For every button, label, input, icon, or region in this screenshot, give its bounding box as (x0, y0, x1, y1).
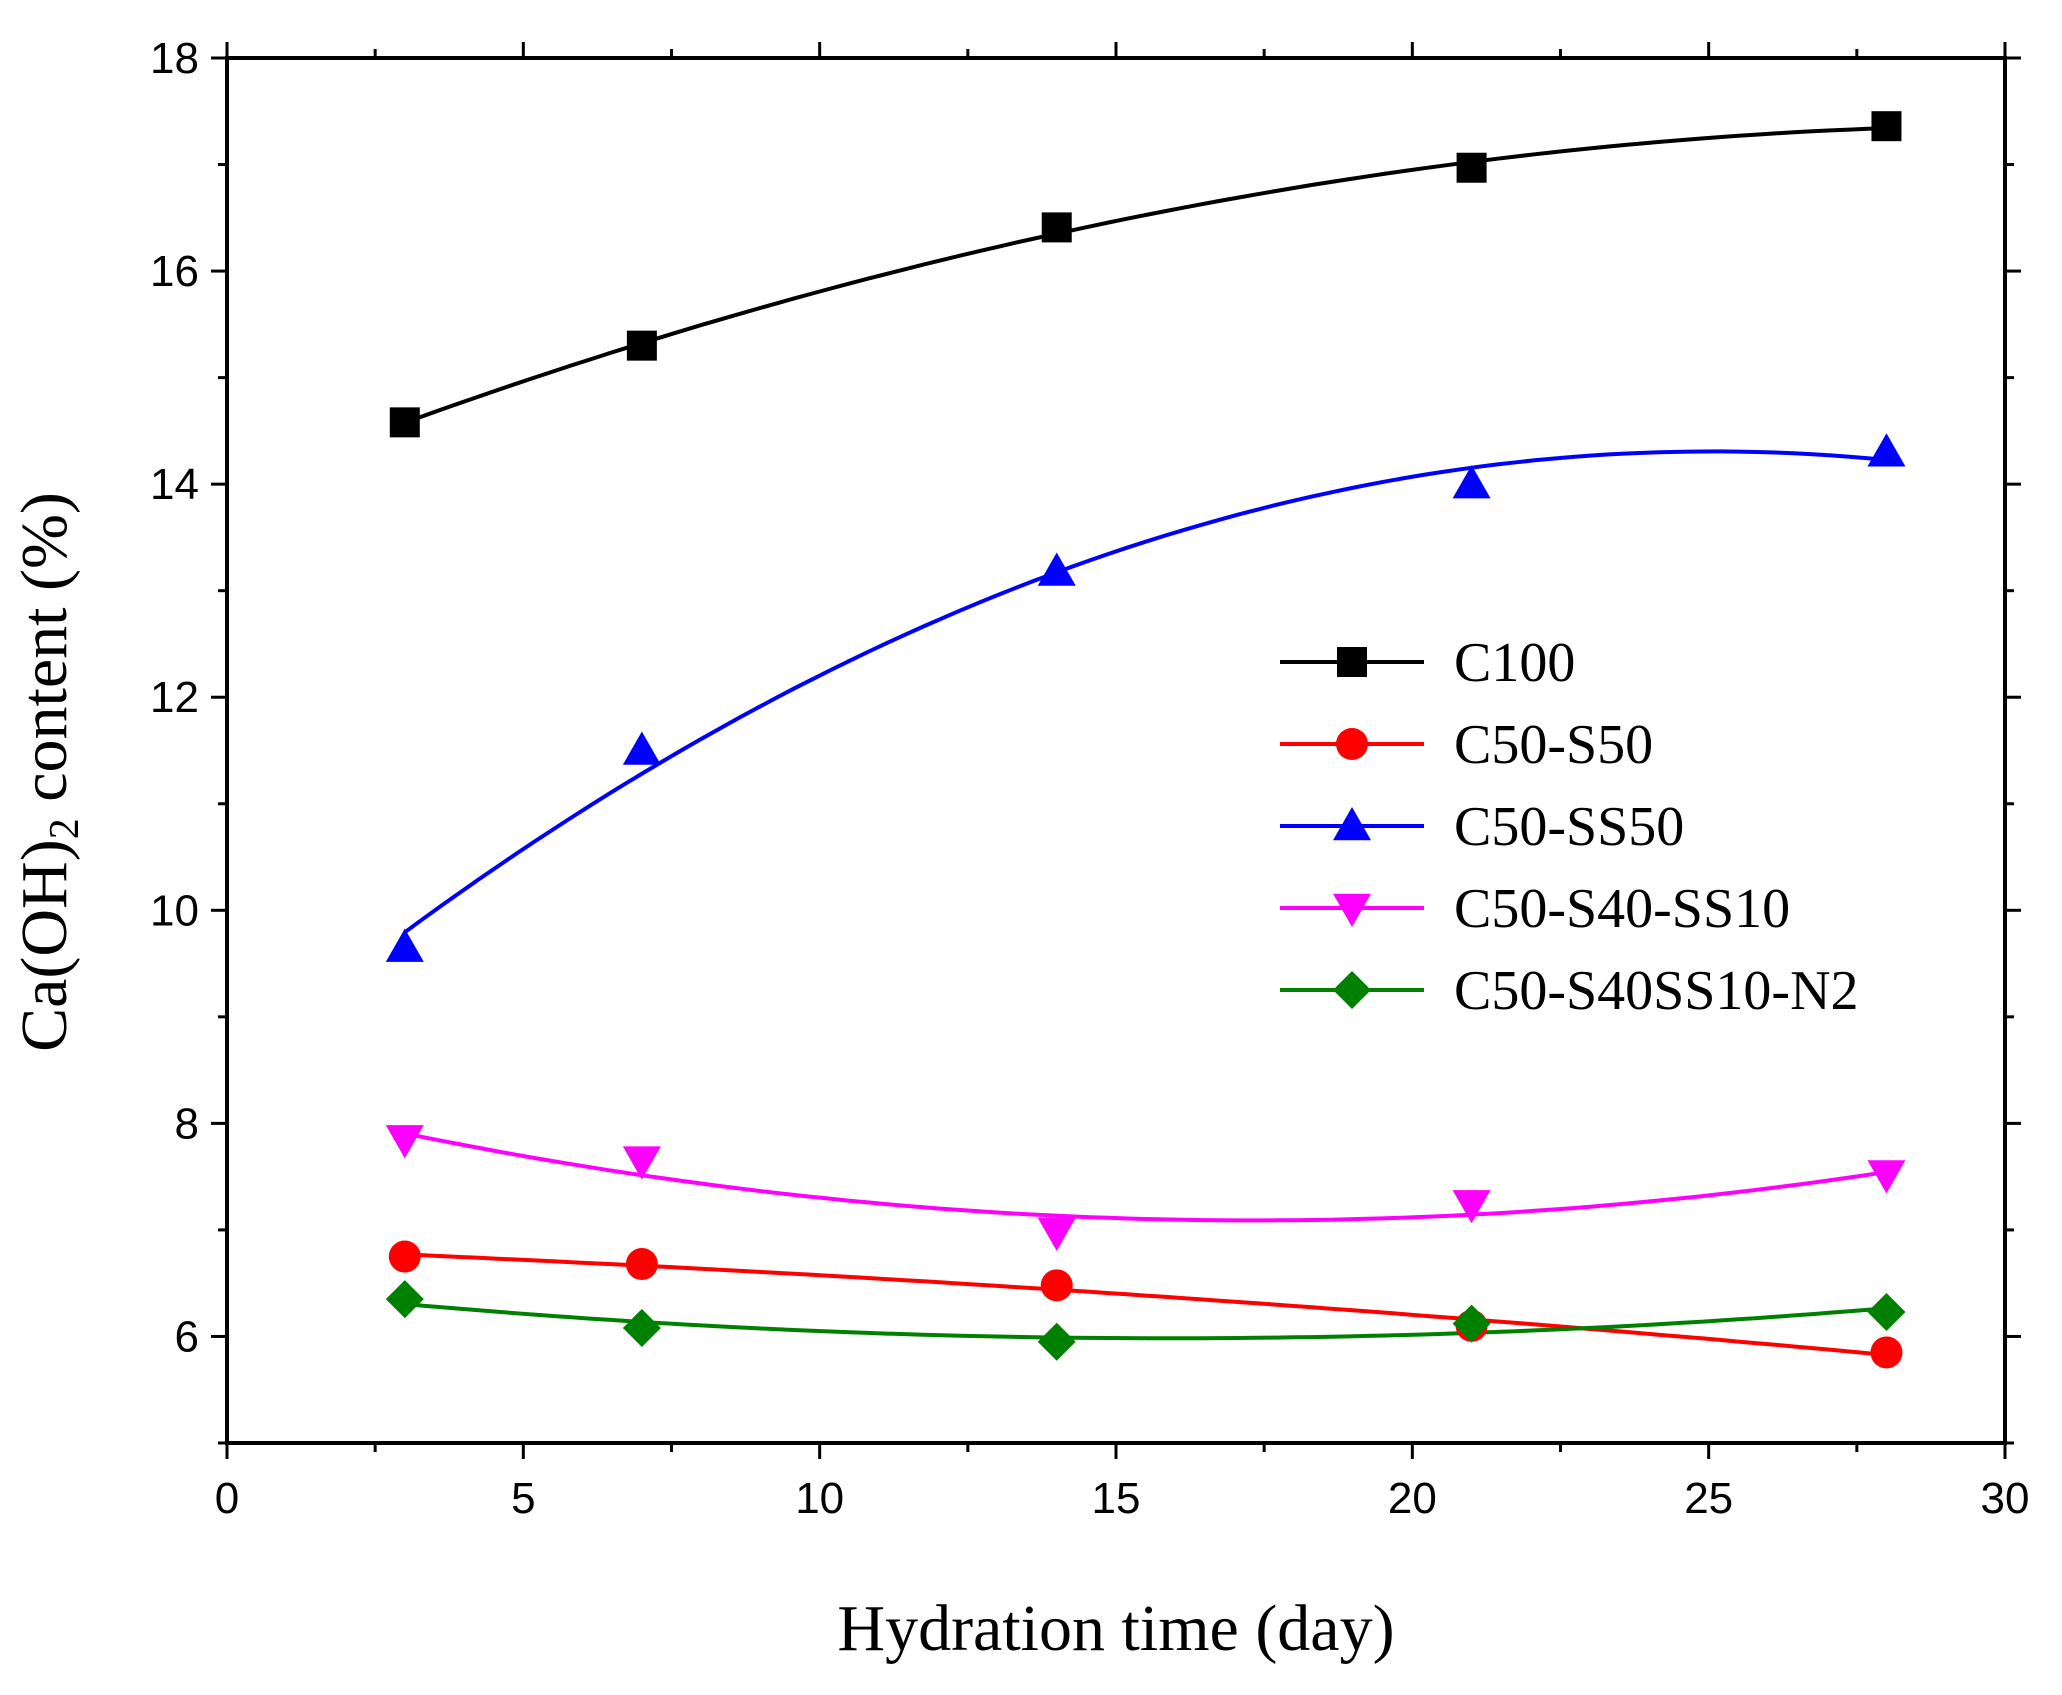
y-tick-label: 18 (150, 34, 199, 83)
series-markers (385, 111, 1906, 1369)
y-axis-label-prefix: Ca(OH) (8, 839, 81, 1052)
x-axis-label: Hydration time (day) (837, 1592, 1394, 1665)
x-tick-label: 20 (1388, 1474, 1437, 1523)
data-point-c100 (389, 407, 420, 438)
legend-label-c50-s40-ss10: C50-S40-SS10 (1454, 878, 1790, 940)
legend-marker-c50-s40-ss10 (1333, 893, 1371, 927)
tick-labels: 0 5 10 15 20 25 30 6 8 10 12 14 16 18 (150, 34, 2029, 1523)
legend-marker-c100 (1337, 647, 1367, 677)
data-point-c50-s50 (625, 1248, 658, 1281)
series-line-c50-s40-ss10 (404, 1131, 1887, 1223)
legend-label-c100: C100 (1454, 632, 1575, 694)
data-point-c50-s40-ss10 (1037, 1217, 1076, 1252)
legend-label-c50-s50: C50-S50 (1454, 714, 1653, 776)
data-point-c50-s40-ss10 (1867, 1160, 1906, 1194)
data-point-c50-s40ss10-n2 (385, 1280, 424, 1319)
y-tick-label: 6 (175, 1312, 199, 1361)
data-point-c50-s40ss10-n2 (622, 1308, 661, 1347)
y-tick-label: 14 (150, 460, 199, 509)
data-point-c50-ss50 (385, 928, 424, 962)
x-tick-label: 30 (1981, 1474, 2030, 1523)
data-point-c50-s40ss10-n2 (1037, 1322, 1076, 1361)
y-tick-label: 16 (150, 247, 199, 296)
data-point-c50-s50 (388, 1240, 421, 1273)
data-point-c50-ss50 (1867, 433, 1906, 467)
x-tick-label: 0 (215, 1474, 239, 1523)
data-point-c50-s40ss10-n2 (1452, 1304, 1491, 1343)
legend-label-c50-ss50: C50-SS50 (1454, 796, 1684, 858)
data-point-c50-s40-ss10 (385, 1125, 424, 1159)
legend-marker-c50-s40ss10-n2 (1333, 971, 1371, 1009)
series-line-c50-ss50 (403, 449, 1887, 934)
data-point-c50-ss50 (1452, 465, 1491, 499)
y-tick-label: 12 (150, 673, 199, 722)
data-point-c100 (626, 330, 657, 361)
x-tick-label: 15 (1092, 1474, 1141, 1523)
x-tick-label: 5 (511, 1474, 535, 1523)
y-axis-label: Ca(OH)2 content (%) (8, 492, 88, 1052)
x-tick-label: 10 (795, 1474, 844, 1523)
legend-marker-c50-s50 (1336, 728, 1368, 760)
legend-label-c50-s40ss10-n2: C50-S40SS10-N2 (1454, 960, 1859, 1022)
data-point-c50-s50 (1870, 1336, 1903, 1369)
data-point-c50-ss50 (622, 731, 661, 765)
y-tick-label: 8 (175, 1099, 199, 1148)
data-point-c50-ss50 (1037, 552, 1076, 586)
y-tick-label: 10 (150, 886, 199, 935)
data-point-c50-s40ss10-n2 (1867, 1292, 1906, 1331)
x-tick-label: 25 (1684, 1474, 1733, 1523)
data-point-c50-s40-ss10 (1452, 1190, 1491, 1224)
y-axis-label-subscript: 2 (42, 818, 88, 839)
data-point-c50-s40-ss10 (622, 1146, 661, 1180)
data-point-c50-s50 (1040, 1269, 1073, 1302)
axes (211, 42, 2021, 1459)
data-point-c100 (1456, 152, 1487, 183)
data-point-c100 (1041, 212, 1072, 243)
data-point-c100 (1871, 111, 1902, 142)
legend-marker-c50-ss50 (1333, 807, 1371, 841)
y-axis-label-suffix: content (%) (8, 492, 81, 818)
legend: C100 C50-S50 C50-SS50 C50-S40-SS10 C50-S40SS… (1280, 632, 1859, 1022)
